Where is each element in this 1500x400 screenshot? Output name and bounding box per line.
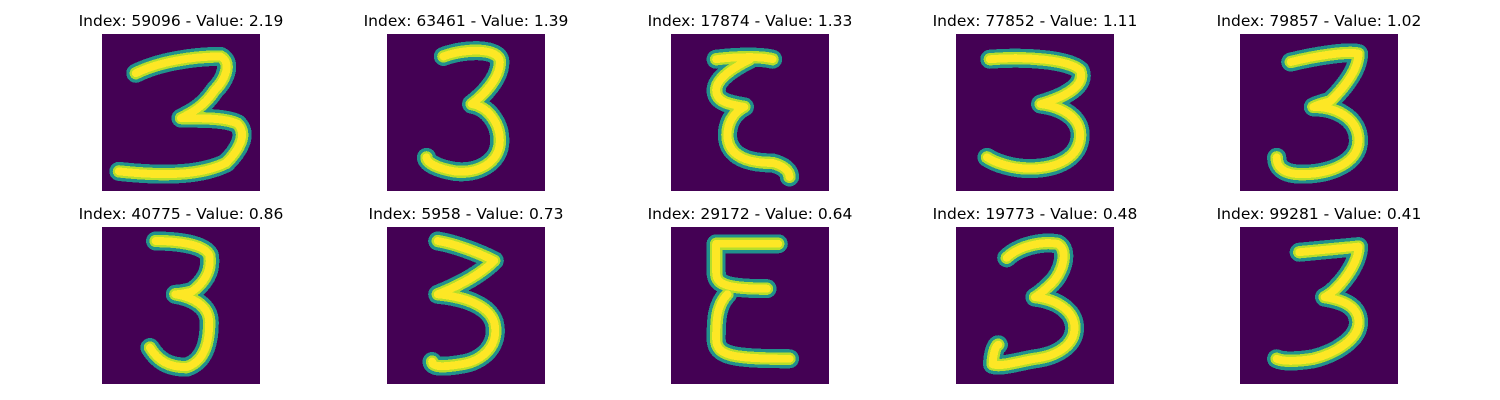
panel-title: Index: 79857 - Value: 1.02 <box>1216 12 1422 30</box>
panel-title: Index: 29172 - Value: 0.64 <box>647 205 853 223</box>
panel-title: Index: 17874 - Value: 1.33 <box>647 12 853 30</box>
digit-3-pointed-icon <box>387 227 545 384</box>
digit-3-slanted-icon <box>1240 34 1398 191</box>
panel-title: Index: 63461 - Value: 1.39 <box>363 12 569 30</box>
panel-title: Index: 59096 - Value: 2.19 <box>78 12 284 30</box>
digit-3-bold-icon <box>387 34 545 191</box>
panel-title: Index: 99281 - Value: 0.41 <box>1216 205 1422 223</box>
digit-3-narrow-epsilon-icon <box>671 34 829 191</box>
digit-3-flat-top-icon <box>1240 227 1398 384</box>
digit-epsilon-blocky-icon <box>671 227 829 384</box>
digit-3-open-icon <box>956 227 1114 384</box>
panel-title: Index: 19773 - Value: 0.48 <box>932 205 1138 223</box>
panel-title: Index: 40775 - Value: 0.86 <box>78 205 284 223</box>
panel-title: Index: 5958 - Value: 0.73 <box>368 205 564 223</box>
panel-title: Index: 77852 - Value: 1.11 <box>932 12 1138 30</box>
digit-3-thin-tall-icon <box>102 227 260 384</box>
digit-3-round-icon <box>956 34 1114 191</box>
digit-3-wide-flat-bottom-icon <box>102 34 260 191</box>
